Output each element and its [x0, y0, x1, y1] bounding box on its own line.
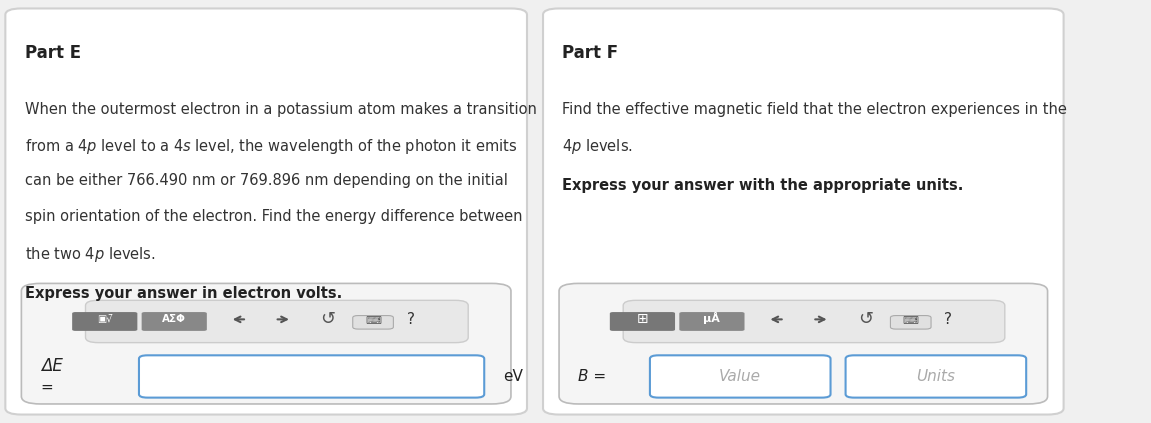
FancyBboxPatch shape: [6, 8, 527, 415]
FancyBboxPatch shape: [679, 312, 745, 331]
Text: ΔE: ΔE: [40, 357, 62, 375]
Text: Part E: Part E: [24, 44, 81, 63]
FancyBboxPatch shape: [623, 300, 1005, 343]
Text: ⌨: ⌨: [365, 316, 381, 326]
Text: When the outermost electron in a potassium atom makes a transition: When the outermost electron in a potassi…: [24, 102, 536, 116]
Text: spin orientation of the electron. Find the energy difference between: spin orientation of the electron. Find t…: [24, 209, 523, 224]
Text: ▣√̄: ▣√̄: [97, 314, 113, 324]
Text: Part F: Part F: [563, 44, 618, 63]
Text: Value: Value: [719, 369, 761, 384]
FancyBboxPatch shape: [891, 316, 931, 329]
Text: from a 4$p$ level to a 4$s$ level, the wavelength of the photon it emits: from a 4$p$ level to a 4$s$ level, the w…: [24, 137, 517, 157]
Text: ↺: ↺: [859, 310, 874, 328]
FancyBboxPatch shape: [610, 312, 674, 331]
Text: Express your answer with the appropriate units.: Express your answer with the appropriate…: [563, 178, 963, 192]
Text: eV: eV: [503, 369, 524, 384]
FancyBboxPatch shape: [139, 355, 485, 398]
Text: ⌨: ⌨: [902, 316, 918, 326]
Text: ?: ?: [406, 312, 414, 327]
FancyBboxPatch shape: [85, 300, 468, 343]
FancyBboxPatch shape: [543, 8, 1064, 415]
FancyBboxPatch shape: [22, 283, 511, 404]
Text: ↺: ↺: [321, 310, 336, 328]
Text: Express your answer in electron volts.: Express your answer in electron volts.: [24, 286, 342, 300]
FancyBboxPatch shape: [559, 283, 1047, 404]
FancyBboxPatch shape: [846, 355, 1027, 398]
Text: the two 4$p$ levels.: the two 4$p$ levels.: [24, 245, 155, 264]
Text: ΑΣΦ: ΑΣΦ: [162, 314, 186, 324]
Text: =: =: [40, 379, 53, 395]
Text: ⊞: ⊞: [637, 312, 648, 327]
Text: Find the effective magnetic field that the electron experiences in the: Find the effective magnetic field that t…: [563, 102, 1067, 116]
FancyBboxPatch shape: [650, 355, 831, 398]
Text: Units: Units: [916, 369, 955, 384]
FancyBboxPatch shape: [142, 312, 207, 331]
Text: 4$p$ levels.: 4$p$ levels.: [563, 137, 633, 157]
Text: can be either 766.490 nm or 769.896 nm depending on the initial: can be either 766.490 nm or 769.896 nm d…: [24, 173, 508, 188]
Text: μÅ: μÅ: [703, 312, 721, 324]
FancyBboxPatch shape: [352, 316, 394, 329]
FancyBboxPatch shape: [73, 312, 137, 331]
Text: ?: ?: [944, 312, 952, 327]
Text: B =: B =: [578, 369, 607, 384]
